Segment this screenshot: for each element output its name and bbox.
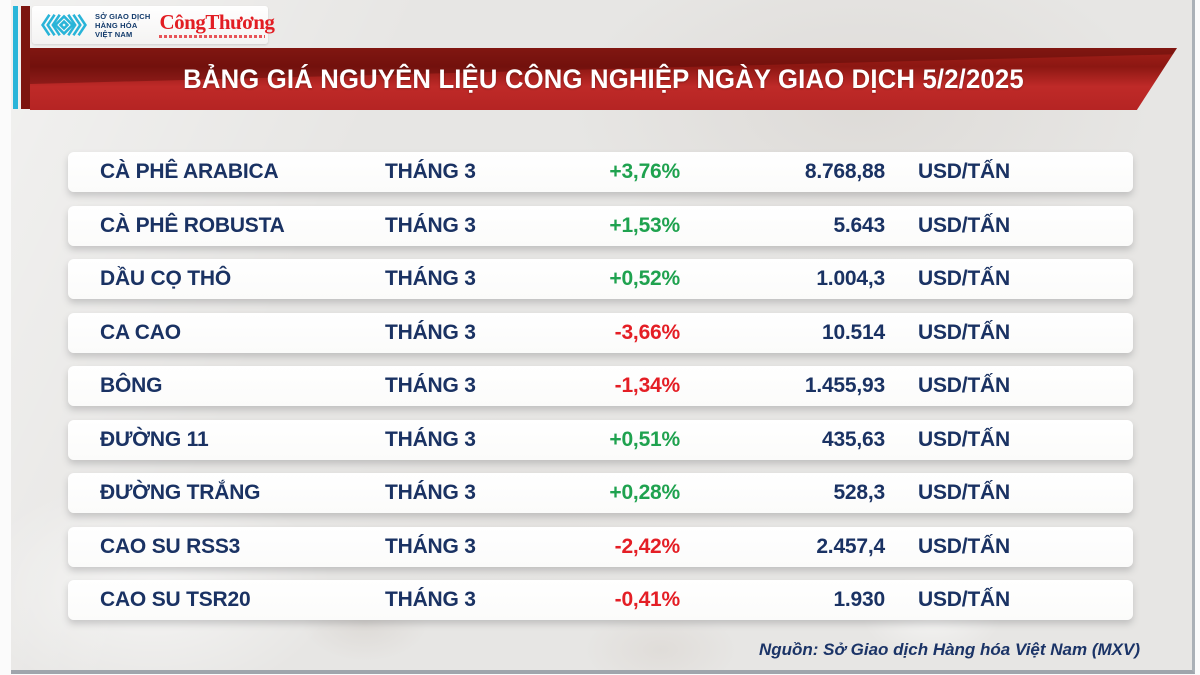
change-value: -3,66%: [614, 320, 681, 344]
unit-label: USD/TẤN: [918, 267, 1010, 290]
commodity-name: CÀ PHÊ ROBUSTA: [100, 213, 285, 237]
price-value: 8.768,88: [804, 160, 885, 183]
title-banner: BẢNG GIÁ NGUYÊN LIỆU CÔNG NGHIỆP NGÀY GI…: [30, 48, 1177, 110]
contract-month: THÁNG 3: [385, 427, 476, 451]
unit-label: USD/TẤN: [918, 534, 1010, 558]
price-value: 1.004,3: [816, 267, 885, 290]
unit-label: USD/TẤN: [918, 374, 1010, 397]
congthuong-wordmark: CôngThương: [159, 10, 275, 34]
left-accent-bar-maroon: [21, 6, 30, 109]
table-row: CAO SU RSS3 THÁNG 3 -2,42% 2.457,4 USD/T…: [68, 526, 1133, 567]
congthuong-slogan-strip: [159, 35, 266, 38]
unit-label: USD/TẤN: [918, 481, 1010, 504]
congthuong-logo: CôngThương: [159, 10, 275, 38]
contract-month: THÁNG 3: [385, 481, 476, 504]
table-row: BÔNG THÁNG 3 -1,34% 1.455,93 USD/TẤN: [68, 366, 1133, 406]
contract-month: THÁNG 3: [385, 374, 476, 397]
table-row: CA CAO THÁNG 3 -3,66% 10.514 USD/TẤN: [68, 312, 1133, 353]
commodity-name: ĐƯỜNG TRẮNG: [100, 481, 261, 504]
table-row: CAO SU TSR20 THÁNG 3 -0,41% 1.930 USD/TẤ…: [68, 580, 1133, 620]
commodity-name: ĐƯỜNG 11: [100, 427, 209, 451]
price-value: 1.930: [833, 588, 885, 611]
change-value: +1,53%: [609, 213, 680, 237]
unit-label: USD/TẤN: [918, 427, 1010, 451]
table-row: ĐƯỜNG 11 THÁNG 3 +0,51% 435,63 USD/TẤN: [68, 419, 1133, 460]
mxv-logo-name: SỞ GIAO DỊCH HÀNG HÓA VIỆT NAM: [95, 12, 150, 39]
table-row: DẦU CỌ THÔ THÁNG 3 +0,52% 1.004,3 USD/TẤ…: [68, 259, 1133, 299]
change-value: -2,42%: [614, 534, 681, 558]
mxv-name-line-2: HÀNG HÓA: [95, 20, 138, 30]
contract-month: THÁNG 3: [385, 213, 476, 237]
table-row: ĐƯỜNG TRẮNG THÁNG 3 +0,28% 528,3 USD/TẤN: [68, 473, 1133, 513]
unit-label: USD/TẤN: [918, 588, 1010, 611]
commodity-name: CAO SU RSS3: [100, 534, 241, 558]
price-value: 435,63: [821, 427, 885, 451]
contract-month: THÁNG 3: [385, 160, 476, 183]
change-value: -0,41%: [614, 588, 681, 611]
mxv-logo-icon: [41, 14, 87, 36]
commodity-name: DẦU CỌ THÔ: [100, 267, 231, 290]
commodity-name: BÔNG: [100, 374, 163, 397]
change-value: +0,51%: [609, 427, 680, 451]
commodity-name: CA CAO: [100, 320, 181, 344]
left-accent-bar-cyan: [13, 6, 18, 109]
table-row: CÀ PHÊ ARABICA THÁNG 3 +3,76% 8.768,88 U…: [68, 152, 1133, 192]
change-value: +0,52%: [609, 267, 680, 290]
unit-label: USD/TẤN: [918, 320, 1010, 344]
change-value: -1,34%: [614, 374, 681, 397]
change-value: +0,28%: [609, 481, 680, 504]
contract-month: THÁNG 3: [385, 534, 476, 558]
page-title: BẢNG GIÁ NGUYÊN LIỆU CÔNG NGHIỆP NGÀY GI…: [183, 63, 1024, 94]
mxv-name-line-3: VIỆT NAM: [95, 29, 133, 39]
price-value: 5.643: [833, 213, 885, 237]
table-row: CÀ PHÊ ROBUSTA THÁNG 3 +1,53% 5.643 USD/…: [68, 205, 1133, 246]
price-table: CÀ PHÊ ARABICA THÁNG 3 +3,76% 8.768,88 U…: [68, 152, 1133, 620]
price-value: 10.514: [821, 320, 885, 344]
contract-month: THÁNG 3: [385, 267, 476, 290]
price-value: 2.457,4: [816, 534, 885, 558]
header-logo-plate: SỞ GIAO DỊCH HÀNG HÓA VIỆT NAM CôngThươn…: [32, 6, 275, 44]
commodity-name: CÀ PHÊ ARABICA: [100, 160, 279, 183]
contract-month: THÁNG 3: [385, 588, 476, 611]
unit-label: USD/TẤN: [918, 160, 1010, 183]
price-value: 528,3: [833, 481, 885, 504]
change-value: +3,76%: [609, 160, 680, 183]
price-value: 1.455,93: [804, 374, 885, 397]
unit-label: USD/TẤN: [918, 213, 1010, 237]
commodity-name: CAO SU TSR20: [100, 588, 251, 611]
contract-month: THÁNG 3: [385, 320, 476, 344]
source-credit: Nguồn: Sở Giao dịch Hàng hóa Việt Nam (M…: [758, 640, 1140, 659]
mxv-name-line-1: SỞ GIAO DỊCH: [95, 11, 151, 21]
